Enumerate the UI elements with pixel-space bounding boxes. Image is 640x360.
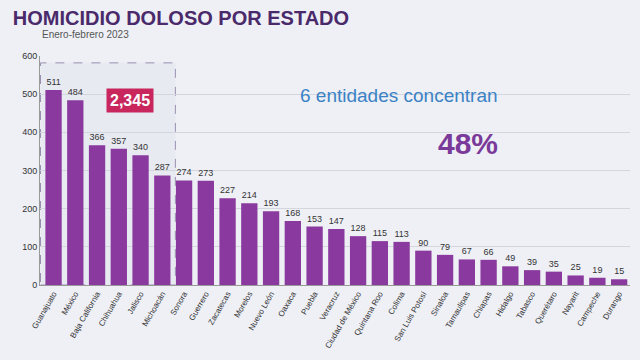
svg-text:35: 35 xyxy=(549,259,559,269)
svg-text:227: 227 xyxy=(220,185,235,195)
svg-text:Nayarit: Nayarit xyxy=(560,289,581,316)
svg-text:Baja California: Baja California xyxy=(68,290,102,340)
svg-text:168: 168 xyxy=(285,208,300,218)
svg-text:193: 193 xyxy=(264,198,279,208)
svg-text:6 entidades concentran: 6 entidades concentran xyxy=(300,85,498,106)
svg-text:2,345: 2,345 xyxy=(110,92,150,109)
svg-text:Zacatecas: Zacatecas xyxy=(207,290,233,326)
svg-text:Colima: Colima xyxy=(387,290,408,317)
svg-text:15: 15 xyxy=(614,266,624,276)
svg-text:Guanajuato: Guanajuato xyxy=(30,290,59,331)
svg-text:Durango: Durango xyxy=(601,290,624,322)
svg-text:San Luis Potosí: San Luis Potosí xyxy=(393,289,429,343)
svg-text:Jalisco: Jalisco xyxy=(126,290,146,316)
svg-text:Enero-febrero 2023: Enero-febrero 2023 xyxy=(42,29,129,40)
svg-text:357: 357 xyxy=(111,136,126,146)
svg-text:México: México xyxy=(60,290,81,317)
svg-text:Morelos: Morelos xyxy=(233,290,255,319)
svg-text:100: 100 xyxy=(22,242,37,252)
svg-text:366: 366 xyxy=(90,132,105,142)
svg-text:39: 39 xyxy=(527,257,537,267)
svg-text:Campeche: Campeche xyxy=(575,290,602,328)
svg-text:484: 484 xyxy=(68,87,83,97)
svg-text:66: 66 xyxy=(484,247,494,257)
svg-text:49: 49 xyxy=(505,253,515,263)
svg-text:Guerrero: Guerrero xyxy=(187,290,211,323)
svg-text:115: 115 xyxy=(373,228,387,238)
svg-text:19: 19 xyxy=(592,265,602,275)
svg-text:Hidalgo: Hidalgo xyxy=(494,290,516,318)
svg-text:600: 600 xyxy=(22,51,37,61)
svg-text:Michoacán: Michoacán xyxy=(140,290,167,328)
svg-text:Chiapas: Chiapas xyxy=(471,290,493,320)
svg-text:500: 500 xyxy=(22,89,37,99)
svg-text:Oaxaca: Oaxaca xyxy=(276,290,298,319)
svg-text:Chihuahua: Chihuahua xyxy=(97,290,124,328)
svg-text:Tamaulipas: Tamaulipas xyxy=(444,290,472,330)
svg-text:90: 90 xyxy=(418,238,428,248)
svg-text:274: 274 xyxy=(177,167,192,177)
svg-text:200: 200 xyxy=(22,204,37,214)
svg-text:340: 340 xyxy=(133,142,148,152)
svg-text:153: 153 xyxy=(307,214,322,224)
svg-text:25: 25 xyxy=(571,262,581,272)
svg-text:Sonora: Sonora xyxy=(169,290,190,317)
svg-text:Nuevo León: Nuevo León xyxy=(247,290,276,332)
svg-text:Veracruz: Veracruz xyxy=(318,290,342,322)
svg-text:79: 79 xyxy=(440,242,450,252)
svg-text:Quintana Roo: Quintana Roo xyxy=(353,290,386,338)
svg-text:Ciudad de México: Ciudad de México xyxy=(323,290,363,350)
svg-text:67: 67 xyxy=(462,246,472,256)
svg-text:0: 0 xyxy=(32,280,37,290)
svg-text:Puebla: Puebla xyxy=(300,290,321,317)
svg-text:Sinaloa: Sinaloa xyxy=(429,290,450,318)
svg-text:300: 300 xyxy=(22,166,37,176)
svg-text:HOMICIDIO DOLOSO POR ESTADO: HOMICIDIO DOLOSO POR ESTADO xyxy=(13,7,349,29)
svg-text:273: 273 xyxy=(198,168,213,178)
svg-text:Tabasco: Tabasco xyxy=(515,290,538,321)
svg-text:287: 287 xyxy=(155,162,170,172)
svg-text:511: 511 xyxy=(46,77,60,87)
svg-text:48%: 48% xyxy=(438,127,498,160)
svg-text:147: 147 xyxy=(329,216,344,226)
svg-text:113: 113 xyxy=(394,229,408,239)
svg-text:Querétaro: Querétaro xyxy=(533,290,559,326)
svg-text:214: 214 xyxy=(242,190,257,200)
svg-text:128: 128 xyxy=(351,223,366,233)
svg-text:400: 400 xyxy=(22,127,37,137)
